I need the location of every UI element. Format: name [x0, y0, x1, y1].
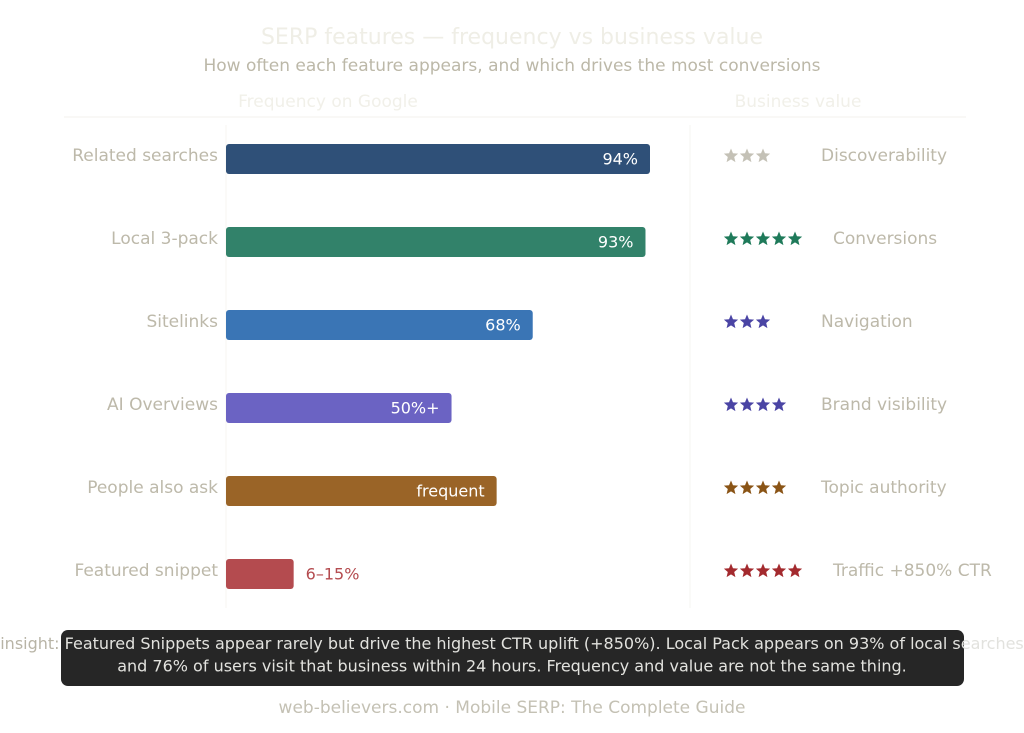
rows: Related searches 94% Discoverability Local … [72, 144, 992, 589]
star [739, 480, 755, 495]
star [755, 480, 771, 495]
star [771, 563, 787, 578]
star [723, 563, 739, 578]
star [787, 231, 803, 246]
rating-stars [723, 314, 771, 329]
bar [226, 144, 650, 174]
bar [226, 227, 646, 257]
insight-text: insight: Featured Snippets appear rarely… [0, 634, 1024, 653]
star [755, 563, 771, 578]
column-header: Business value [735, 92, 862, 112]
insight-box [61, 630, 964, 686]
value-label: 94% [602, 150, 638, 169]
value-label: frequent [416, 482, 484, 501]
chart-title: SERP features — frequency vs business va… [261, 25, 763, 50]
star [771, 480, 787, 495]
star [787, 563, 803, 578]
category-label: Sitelinks [146, 312, 218, 332]
insight-label: insight: [0, 634, 59, 653]
rating-stars [723, 563, 803, 578]
business-label: Brand visibility [821, 395, 947, 415]
bar [226, 393, 452, 423]
category-label: Local 3-pack [111, 229, 218, 249]
rating-stars [723, 231, 803, 246]
insight-line: Featured Snippets appear rarely but driv… [65, 634, 1024, 653]
star [771, 231, 787, 246]
star [771, 397, 787, 412]
insight-line: and 76% of users visit that business wit… [117, 657, 907, 676]
category-label: People also ask [87, 478, 218, 498]
star [723, 231, 739, 246]
star [755, 397, 771, 412]
star [723, 314, 739, 329]
chart-subtitle: How often each feature appears, and whic… [203, 56, 820, 76]
bar [226, 559, 294, 589]
rating-stars [723, 148, 771, 163]
star [739, 148, 755, 163]
footer: web-believers.com · Mobile SERP: The Com… [279, 698, 746, 718]
rating-stars [723, 397, 787, 412]
category-label: AI Overviews [107, 395, 218, 415]
business-label: Traffic +850% CTR [832, 561, 992, 581]
star [739, 231, 755, 246]
star [755, 231, 771, 246]
column-header: Frequency on Google [238, 92, 418, 112]
business-label: Discoverability [821, 146, 947, 166]
star [739, 397, 755, 412]
star [739, 314, 755, 329]
star [755, 148, 771, 163]
star [755, 314, 771, 329]
value-label: 6–15% [306, 565, 360, 584]
category-label: Featured snippet [75, 561, 219, 581]
category-label: Related searches [72, 146, 218, 166]
bar [226, 310, 533, 340]
value-label: 50%+ [391, 399, 440, 418]
star [723, 397, 739, 412]
bar [226, 476, 497, 506]
star [739, 563, 755, 578]
business-label: Navigation [821, 312, 913, 332]
star [723, 148, 739, 163]
star [723, 480, 739, 495]
value-label: 68% [485, 316, 521, 335]
business-label: Topic authority [820, 478, 947, 498]
value-label: 93% [598, 233, 634, 252]
rating-stars [723, 480, 787, 495]
business-label: Conversions [833, 229, 937, 249]
